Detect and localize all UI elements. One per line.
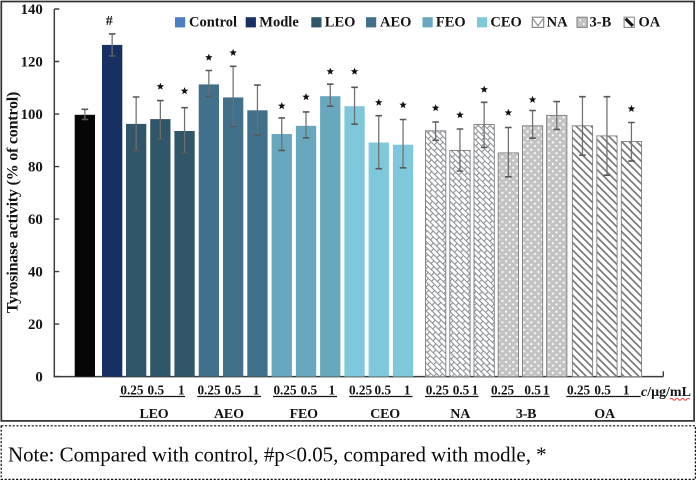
svg-text:1: 1 [404,382,411,397]
svg-text:FEO: FEO [290,407,318,422]
svg-text:1: 1 [178,382,185,397]
svg-text:0.25: 0.25 [273,382,296,397]
svg-text:FEO: FEO [436,15,466,31]
svg-text:100: 100 [21,107,43,123]
svg-text:3-B: 3-B [590,15,612,31]
svg-text:0.25: 0.25 [567,382,590,397]
svg-text:LEO: LEO [140,407,169,422]
svg-text:Tyrosinase activity (% of cont: Tyrosinase activity (% of control) [5,92,22,313]
svg-text:c/μg/mL: c/μg/mL [641,385,691,400]
svg-text:0.5: 0.5 [148,382,165,397]
svg-text:0.25: 0.25 [426,382,449,397]
svg-text:NA: NA [547,15,568,31]
svg-text:3-B: 3-B [516,407,536,422]
svg-text:1: 1 [253,382,260,397]
svg-text:20: 20 [28,317,43,333]
svg-text:120: 120 [21,54,43,70]
svg-text:0.25: 0.25 [197,382,220,397]
svg-text:0.25: 0.25 [491,382,514,397]
svg-text:140: 140 [21,2,43,18]
svg-text:0.25: 0.25 [120,382,143,397]
svg-text:0.5: 0.5 [301,382,318,397]
svg-text:1: 1 [472,382,479,397]
svg-text:0.5: 0.5 [594,382,611,397]
svg-text:0.25: 0.25 [349,382,372,397]
svg-text:NA: NA [450,407,471,422]
svg-text:Control: Control [189,15,237,31]
svg-text:1: 1 [329,382,336,397]
svg-text:Modle: Modle [259,15,299,31]
svg-text:Note: Compared with control, #: Note: Compared with control, #p<0.05, co… [8,442,547,466]
svg-text:40: 40 [28,265,43,281]
svg-text:LEO: LEO [325,15,356,31]
svg-text:60: 60 [28,212,43,228]
svg-text:0.5: 0.5 [524,382,541,397]
svg-text:AEO: AEO [214,407,244,422]
svg-text:CEO: CEO [370,407,400,422]
svg-text:AEO: AEO [380,15,411,31]
svg-text:1: 1 [543,382,550,397]
svg-text:0.5: 0.5 [225,382,242,397]
svg-text:0.5: 0.5 [375,382,392,397]
svg-text:0.5: 0.5 [453,382,470,397]
svg-text:0: 0 [35,370,42,386]
svg-text:OA: OA [639,15,661,31]
svg-text:OA: OA [594,407,616,422]
svg-text:80: 80 [28,160,43,176]
svg-text:#: # [106,14,113,29]
svg-text:1: 1 [623,382,630,397]
svg-text:CEO: CEO [490,15,521,31]
